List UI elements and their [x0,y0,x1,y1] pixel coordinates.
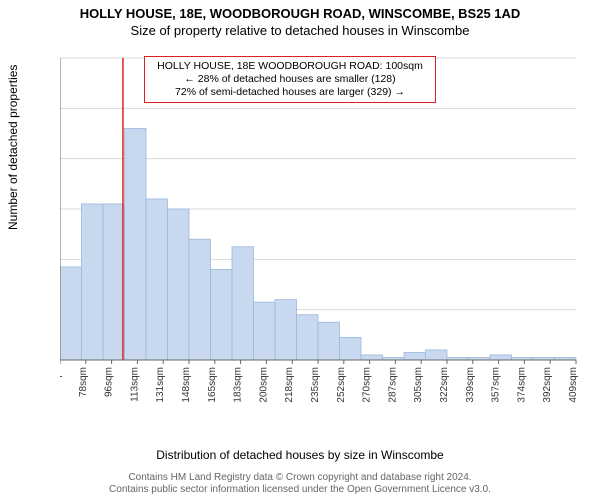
histogram-bar [211,269,233,360]
svg-text:113sqm: 113sqm [129,367,140,402]
histogram-svg: 020406080100120 61sqm78sqm96sqm113sqm131… [60,50,580,410]
svg-text:322sqm: 322sqm [439,367,450,403]
svg-text:61sqm: 61sqm [60,367,63,397]
svg-text:392sqm: 392sqm [542,367,553,403]
histogram-bar [232,247,254,360]
svg-text:183sqm: 183sqm [233,367,244,403]
svg-text:409sqm: 409sqm [568,367,579,403]
histogram-bar [189,239,211,360]
annotation-box: HOLLY HOUSE, 18E WOODBOROUGH ROAD: 100sq… [144,56,436,103]
footer-attribution: Contains HM Land Registry data © Crown c… [0,472,600,496]
footer-line-1: Contains HM Land Registry data © Crown c… [0,472,600,484]
annotation-line: HOLLY HOUSE, 18E WOODBOROUGH ROAD: 100sq… [151,60,429,73]
histogram-bar [340,337,362,360]
x-axis-label: Distribution of detached houses by size … [0,448,600,462]
svg-text:165sqm: 165sqm [207,367,218,403]
histogram-bar [60,267,82,360]
histogram-bar [103,204,125,360]
y-axis-label: Number of detached properties [6,65,20,230]
svg-text:305sqm: 305sqm [413,367,424,403]
annotation-line: ← 28% of detached houses are smaller (12… [151,73,429,86]
histogram-bar [254,302,276,360]
svg-text:131sqm: 131sqm [155,367,166,403]
chart-plot-area: 020406080100120 61sqm78sqm96sqm113sqm131… [60,50,580,410]
histogram-bar [361,355,383,360]
histogram-bar [426,350,448,360]
histogram-bar [146,199,168,360]
svg-text:339sqm: 339sqm [465,367,476,403]
svg-text:148sqm: 148sqm [181,367,192,403]
footer-line-2: Contains public sector information licen… [0,484,600,496]
svg-text:374sqm: 374sqm [516,367,527,403]
svg-text:252sqm: 252sqm [336,367,347,403]
histogram-bar [404,352,426,360]
histogram-bar [168,209,190,360]
histogram-bar [490,355,512,360]
chart-title: HOLLY HOUSE, 18E, WOODBOROUGH ROAD, WINS… [0,0,600,21]
svg-text:200sqm: 200sqm [258,367,269,403]
histogram-bar [275,300,297,360]
histogram-bar [297,315,319,360]
svg-text:287sqm: 287sqm [387,367,398,403]
histogram-bar [125,128,147,360]
svg-text:96sqm: 96sqm [104,367,115,397]
svg-text:235sqm: 235sqm [310,367,321,403]
svg-text:270sqm: 270sqm [362,367,373,403]
histogram-bar [318,322,340,360]
histogram-bar [82,204,104,360]
annotation-line: 72% of semi-detached houses are larger (… [151,86,429,99]
chart-subtitle: Size of property relative to detached ho… [0,23,600,38]
svg-text:78sqm: 78sqm [78,367,89,397]
svg-text:357sqm: 357sqm [491,367,502,403]
svg-text:218sqm: 218sqm [284,367,295,403]
